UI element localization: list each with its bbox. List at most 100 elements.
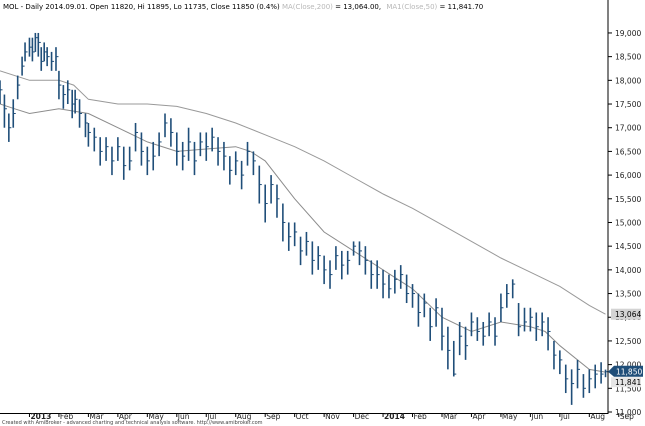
ohlc-bar [117, 137, 121, 161]
ohlc-bar [0, 80, 3, 105]
ohlc-bar [58, 70, 62, 100]
y-tick-label: 12,500 [615, 337, 641, 346]
ohlc-bar [500, 293, 504, 322]
x-tick-label: Apr [472, 412, 486, 421]
ohlc-bar [78, 99, 83, 128]
ohlc-bar [175, 132, 180, 166]
ohlc-bar [46, 47, 50, 67]
ohlc-bar [187, 127, 192, 161]
ohlc-bar [205, 132, 209, 161]
ohlc-bar [93, 127, 97, 152]
header-symbol-info: MOL - Daily 2014.09.01. Open 11820, Hi 1… [3, 3, 280, 11]
ohlc-bar [252, 151, 256, 176]
x-tick-label: 2013 [30, 412, 51, 421]
ohlc-bar [3, 94, 7, 128]
ohlc-bar [217, 137, 221, 166]
ohlc-bar [50, 51, 55, 71]
y-tick-label: 18,000 [615, 76, 641, 85]
ohlc-bar [12, 99, 16, 128]
ohlc-bar [111, 146, 115, 176]
ohlc-bar [21, 56, 25, 76]
x-tick-label: Jul [206, 412, 216, 421]
y-tick-label: 17,000 [615, 124, 641, 133]
ohlc-bar [600, 362, 604, 384]
x-tick-label: Aug [237, 412, 252, 421]
ohlc-bar [488, 312, 492, 337]
ohlc-bar [99, 137, 103, 166]
ma200-tag: 13,064 [611, 308, 641, 320]
ohlc-bar [264, 184, 268, 223]
ohlc-bar [452, 340, 457, 377]
close-tag-background [608, 365, 643, 377]
ohlc-bar [240, 160, 245, 190]
ohlc-bar [341, 250, 345, 280]
ohlc-bar [223, 141, 227, 171]
ohlc-bar [376, 260, 380, 289]
header-ma50-label: MA1(Close,50) [386, 3, 437, 11]
ohlc-bar [164, 113, 168, 138]
close-tag-text: 11,850 [616, 368, 642, 377]
ohlc-bar [128, 146, 133, 171]
ohlc-bar [105, 137, 109, 161]
x-tick-label: Feb [414, 412, 428, 421]
ohlc-bar [71, 89, 75, 119]
ohlc-bar [122, 146, 127, 180]
y-tick-label: 15,000 [615, 218, 641, 227]
ohlc-bar [411, 284, 416, 308]
ohlc-bar [523, 307, 527, 332]
ohlc-bar [62, 85, 66, 109]
x-tick-label: Sep [620, 412, 634, 421]
ohlc-bar [74, 89, 78, 114]
ohlc-bar [553, 340, 557, 370]
y-tick-label: 11,500 [615, 384, 641, 393]
ohlc-bar [382, 269, 386, 299]
ohlc-bar [559, 350, 563, 375]
ohlc-bar [246, 141, 251, 166]
ohlc-bar [287, 222, 292, 251]
x-tick-label: Oct [296, 412, 309, 421]
x-axis-ticks: 2013 Feb Mar Apr May Jun Jul Aug Sep Oct Nov Dec 201… [28, 412, 634, 421]
ohlc-bar [364, 246, 368, 275]
ohlc-bar [370, 260, 374, 289]
ma50-tag-text: 11,841 [615, 378, 641, 387]
ohlc-bar [305, 231, 309, 256]
ma50-tag: 11,841 [611, 377, 641, 388]
ohlc-bar [458, 321, 463, 356]
x-tick-label: Aug [590, 412, 605, 421]
x-tick-label: Jun [530, 412, 543, 421]
y-tick-label: 18,500 [615, 53, 641, 62]
ohlc-bar [506, 284, 510, 308]
ohlc-bar [28, 37, 32, 57]
ohlc-bar [282, 203, 286, 242]
y-tick-label: 12,000 [615, 361, 641, 370]
header-ma50-value: = 11,841.70 [440, 3, 484, 11]
ohlc-bar [435, 298, 439, 327]
ohlc-bar [511, 279, 516, 299]
header-ma200-value: = 13,064.00, [335, 3, 381, 11]
ohlc-bar [193, 141, 197, 176]
ohlc-bar [470, 312, 474, 337]
ohlc-bar [134, 122, 139, 152]
ma200-tag-background [611, 308, 641, 320]
ma200-tag-text: 13,064 [615, 310, 641, 319]
ohlc-bar [588, 369, 592, 394]
ohlc-bar [335, 246, 339, 270]
x-tick-label: Mar [89, 412, 104, 421]
ohlc-bar [429, 307, 433, 341]
ohlc-bar [270, 175, 274, 204]
y-tick-label: 16,500 [615, 147, 641, 156]
x-tick-label: Jul [560, 412, 570, 421]
ohlc-bar [55, 47, 59, 71]
ohlc-bar [43, 42, 47, 62]
ohlc-bar [140, 132, 144, 166]
ohlc-bar [199, 132, 203, 157]
x-tick-label: May [502, 412, 518, 421]
ohlc-bar [517, 303, 522, 337]
y-tick-label: 17,500 [615, 100, 641, 109]
x-tick-label: Mar [443, 412, 458, 421]
chart-header: MOL - Daily 2014.09.01. Open 11820, Hi 1… [3, 3, 483, 11]
ohlc-bar [346, 250, 351, 275]
ma200-line [0, 70, 606, 315]
